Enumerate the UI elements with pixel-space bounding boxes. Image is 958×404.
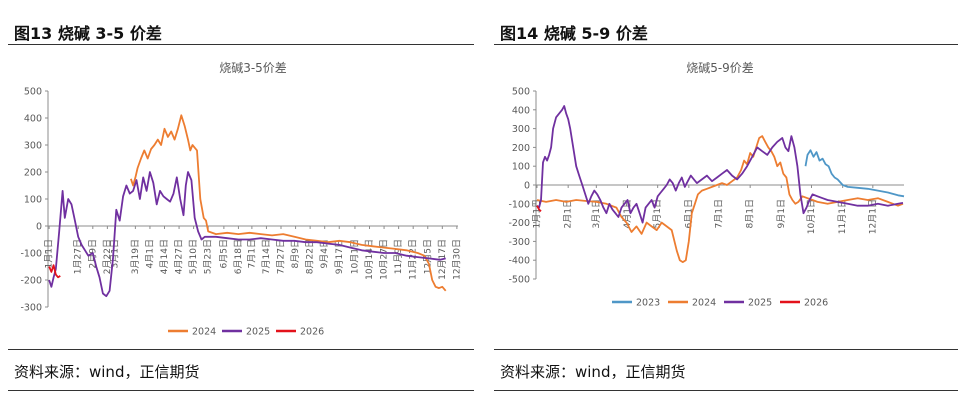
x-tick-label: 9月1日 (776, 199, 787, 228)
series-line-2026 (536, 205, 542, 212)
x-tick-label: 7月1日 (246, 239, 257, 268)
x-tick-label: 12月30日 (451, 239, 462, 280)
y-tick-label: -500 (508, 275, 530, 286)
bottom-divider (8, 390, 474, 391)
series-line-2025 (536, 105, 904, 224)
x-tick-label: 9月17日 (334, 239, 345, 274)
source-note: 资料来源：wind，正信期货 (14, 363, 200, 381)
series-line-2026 (48, 264, 61, 279)
series-line-2024 (536, 135, 904, 263)
x-tick-label: 5月23日 (203, 239, 214, 274)
x-tick-label: 10月1日 (349, 239, 360, 274)
y-tick-label: 0 (524, 181, 530, 192)
x-tick-label: 2月22日 (102, 239, 113, 274)
figure-title: 图13 烧碱 3-5 价差 (14, 24, 162, 43)
legend-label-2025: 2025 (246, 327, 270, 338)
x-tick-label: 12月1日 (867, 199, 878, 234)
x-tick-label: 3月1日 (110, 239, 121, 268)
x-tick-label: 11月9日 (393, 239, 404, 274)
x-tick-label: 8月22日 (305, 239, 316, 274)
legend-label-2024: 2024 (692, 298, 716, 309)
y-tick-label: 300 (24, 141, 42, 152)
x-tick-label: 7月1日 (713, 199, 724, 228)
x-tick-label: 5月1日 (652, 199, 663, 228)
x-tick-label: 2月1日 (563, 199, 574, 228)
spread-chart-3-5: 烧碱3-5价差 500 400 300 200 100 0 -100 -200 -300 1月1日 1… (20, 61, 462, 338)
x-tick-label: 6月5日 (218, 239, 229, 268)
y-tick-label: 500 (24, 87, 42, 98)
legend-label-2025: 2025 (748, 298, 772, 309)
y-tick-label: -100 (20, 249, 42, 260)
x-tick-label: 9月4日 (319, 239, 330, 268)
chart-title: 烧碱3-5价差 (219, 61, 287, 75)
y-tick-label: 0 (36, 222, 42, 233)
x-tick-label: 6月1日 (683, 199, 694, 228)
title-divider (8, 44, 474, 45)
x-tick-label: 10月27日 (379, 239, 390, 280)
legend-label-2026: 2026 (300, 327, 324, 338)
bottom-divider (494, 390, 958, 391)
x-tick-label: 6月18日 (233, 239, 244, 274)
y-tick-label: 200 (24, 168, 42, 179)
x-tick-label: 10月14日 (364, 239, 375, 280)
legend-label-2023: 2023 (636, 298, 660, 309)
y-tick-label: -300 (508, 237, 530, 248)
y-tick-label: -300 (20, 303, 42, 314)
x-tick-label: 1月1日 (44, 239, 55, 268)
x-tick-label: 10月1日 (806, 199, 817, 234)
x-tick-label: 4月1日 (622, 199, 633, 228)
x-tick-label: 7月14日 (261, 239, 272, 274)
y-tick-label: 200 (512, 143, 530, 154)
x-tick-label: 12月5日 (422, 239, 433, 274)
y-tick-label: 100 (512, 162, 530, 173)
y-tick-label: -100 (508, 199, 530, 210)
y-tick-label: -400 (508, 256, 530, 267)
figure-title: 图14 烧碱 5-9 价差 (500, 24, 648, 43)
y-tick-label: -200 (20, 276, 42, 287)
source-divider (494, 349, 958, 350)
y-tick-label: 100 (24, 195, 42, 206)
y-tick-label: 300 (512, 124, 530, 135)
x-tick-label: 3月19日 (130, 239, 141, 274)
x-tick-label: 11月1日 (837, 199, 848, 234)
y-tick-label: -200 (508, 218, 530, 229)
legend-label-2026: 2026 (804, 298, 828, 309)
title-divider (494, 44, 958, 45)
legend-label-2024: 2024 (192, 327, 216, 338)
chart-panel-5-9: 图14 烧碱 5-9 价差 烧碱5-9价差 500 400 300 200 100 0 -10… (494, 0, 958, 404)
x-tick-label: 11月22日 (408, 239, 419, 280)
x-tick-label: 1月27日 (73, 239, 84, 274)
x-tick-label: 3月1日 (591, 199, 602, 228)
x-tick-label: 1月1日 (532, 199, 543, 228)
source-note: 资料来源：wind，正信期货 (500, 363, 686, 381)
x-tick-label: 4月14日 (159, 239, 170, 274)
x-tick-label: 7月27日 (276, 239, 287, 274)
source-divider (8, 349, 474, 350)
x-tick-label: 4月1日 (144, 239, 155, 268)
x-tick-label: 5月10日 (188, 239, 199, 274)
y-tick-label: 400 (24, 114, 42, 125)
y-tick-label: 400 (512, 105, 530, 116)
chart-panel-3-5: 图13 烧碱 3-5 价差 烧碱3-5价差 500 400 300 200 100 0 -10… (8, 0, 474, 404)
chart-title: 烧碱5-9价差 (686, 61, 754, 75)
x-tick-label: 8月9日 (290, 239, 301, 268)
spread-chart-5-9: 烧碱5-9价差 500 400 300 200 100 0 -100 -200 -300 -400 -… (508, 61, 905, 309)
x-tick-label: 8月1日 (745, 199, 756, 228)
series-line-2024 (130, 114, 447, 292)
series-line-2025 (48, 171, 446, 298)
y-tick-label: 500 (512, 87, 530, 98)
series-line-2023 (804, 149, 905, 198)
x-tick-label: 4月27日 (174, 239, 185, 274)
